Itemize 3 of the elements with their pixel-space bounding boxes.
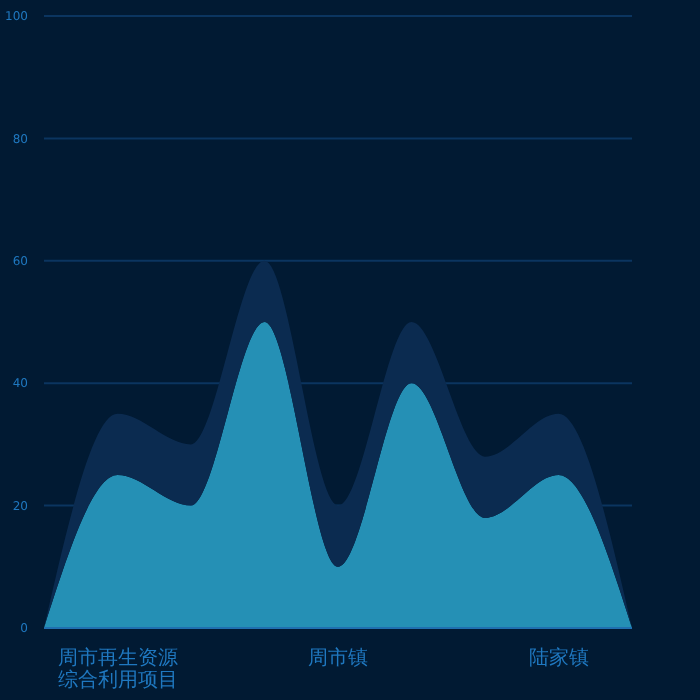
x-tick-label: 陆家镇 [528, 646, 589, 670]
x-tick-label: 周市镇 [308, 646, 368, 670]
x-tick-label: 周市再生资源综合利用项目 [57, 646, 178, 692]
